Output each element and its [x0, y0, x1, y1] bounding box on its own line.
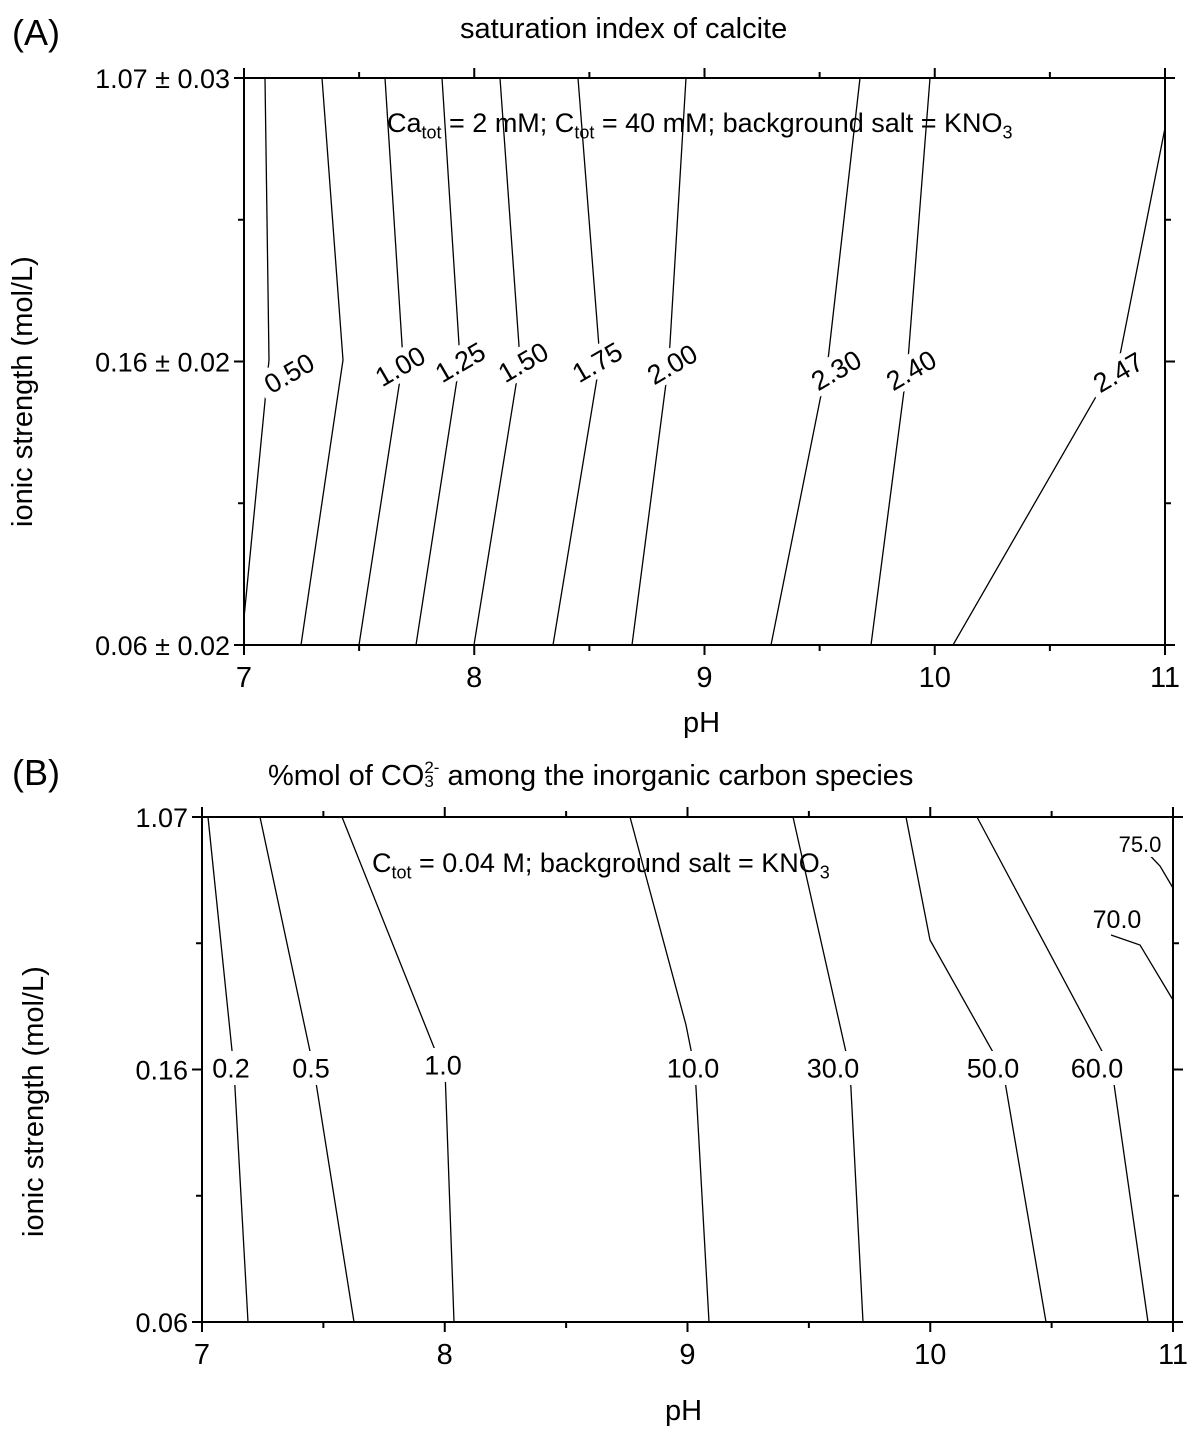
- panel-b-contour-label-bg: [205, 1051, 257, 1085]
- panel-a-xtick-label: 7: [236, 662, 252, 694]
- panel-b-contour-label: 30.0: [807, 1054, 860, 1084]
- panel-b-tag: (B): [12, 752, 60, 793]
- panel-a-contour-label-bg: [252, 343, 326, 403]
- panel-b-contour-label: 1.0: [424, 1051, 462, 1081]
- panel-b-contour-label-bg: [285, 1051, 337, 1085]
- panel-b-contour-line: [1110, 934, 1174, 1001]
- panel-a-xlabel: pH: [683, 707, 721, 739]
- panel-b-ytick-label: 1.07: [135, 803, 188, 833]
- panel-a-contour-label-bg: [1082, 343, 1154, 401]
- panel-b-contour-label: 0.5: [292, 1054, 330, 1084]
- panel-a-contour-label-bg: [800, 341, 872, 399]
- panel-a-xtick-label: 9: [696, 662, 712, 694]
- panel-b-contour-label: 0.2: [212, 1054, 250, 1084]
- panel-b-contour-label-bg: [1063, 1051, 1131, 1085]
- panel-a-contour-label-bg: [561, 333, 633, 391]
- panel-b-contour-label-bg: [417, 1048, 469, 1082]
- panel-b-contour-label: 10.0: [667, 1054, 720, 1084]
- panel-b-contour-label: 50.0: [967, 1054, 1020, 1084]
- panel-b-contour-line: [629, 816, 710, 1323]
- panel-a-title: saturation index of calcite: [460, 13, 788, 45]
- panel-b-annotation: Ctot = 0.04 M; background salt = KNO3: [372, 848, 830, 883]
- panel-b-xtick-label: 8: [437, 1339, 453, 1371]
- panel-a-ytick-label: 0.16 ± 0.02: [95, 348, 230, 378]
- panel-b-contour-label: 70.0: [1093, 906, 1142, 934]
- panel-b-contour-label-bg: [1084, 904, 1150, 934]
- panel-a-contour-label-bg: [487, 333, 559, 391]
- panel-b-xtick-label: 10: [914, 1339, 946, 1371]
- panel-b-contour-label-bg: [799, 1051, 867, 1085]
- panel-b-ylabel: ionic strength (mol/L): [18, 966, 50, 1237]
- panel-a-annotation: Catot = 2 mM; Ctot = 40 mM; background s…: [387, 108, 1013, 143]
- panel-a-contour-label-bg: [424, 333, 496, 391]
- panel-a-ytick-label: 0.06 ± 0.02: [95, 631, 230, 661]
- panel-b-ytick-label: 0.06: [135, 1308, 188, 1338]
- panel-b-title: %mol of CO 2- 3 among the inorganic carbon…: [268, 758, 914, 792]
- panel-a-contour-label-bg: [636, 335, 708, 393]
- panel-b-xtick-label: 11: [1158, 1339, 1188, 1371]
- panel-b-xlabel: pH: [665, 1395, 703, 1427]
- panel-b-ytick-label: 0.16: [135, 1056, 188, 1086]
- panel-a-contour-line: [243, 77, 270, 619]
- panel-a-xtick-label: 8: [466, 662, 482, 694]
- panel-b-contour-label: 75.0: [1119, 832, 1162, 857]
- panel-a-contour-line: [952, 127, 1166, 646]
- panel-b-xtick-label: 7: [194, 1339, 210, 1371]
- panel-a-contour-label-bg: [875, 341, 947, 399]
- panel-b-contour-label-bg: [659, 1051, 727, 1085]
- panel-a-ytick-label: 1.07 ± 0.03: [95, 64, 230, 94]
- panel-a-tag: (A): [12, 12, 60, 53]
- panel-a-xtick-label: 10: [919, 662, 951, 694]
- panel-a-xtick-label: 11: [1150, 662, 1180, 694]
- panel-b-contour-label: 60.0: [1071, 1054, 1124, 1084]
- panel-b-xtick-label: 9: [679, 1339, 695, 1371]
- panel-b-contour-line: [905, 816, 1047, 1323]
- panel-b-contour-label-bg: [1113, 831, 1167, 857]
- panel-b-contour-label-bg: [959, 1051, 1027, 1085]
- panel-a-contour-label-bg: [364, 337, 436, 395]
- panel-a-contour-line: [300, 77, 344, 646]
